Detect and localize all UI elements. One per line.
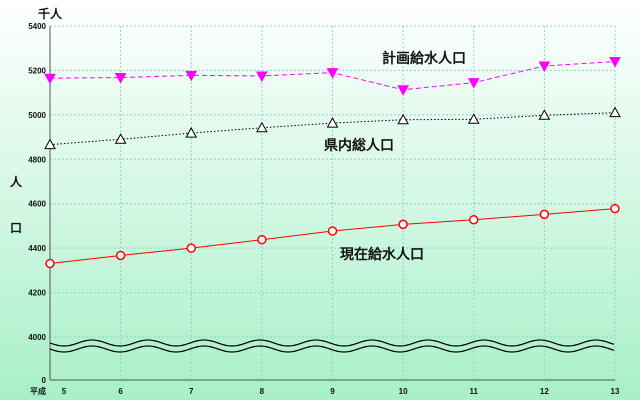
unit-label: 千人: [38, 6, 63, 21]
data-point-marker: [539, 209, 550, 220]
series-0: [44, 57, 621, 96]
series-1: [44, 106, 621, 150]
y-tick-label: 0: [42, 376, 47, 385]
data-point-marker: [397, 85, 409, 96]
series-layer: [44, 57, 621, 269]
data-point-marker: [609, 106, 621, 118]
data-point-marker: [114, 73, 127, 84]
data-point-marker: [114, 133, 127, 144]
data-point-marker: [115, 250, 126, 261]
axis-break: [49, 339, 615, 353]
tick-labels: 5400 5200 5000 4800 4600 4400 4200 4000 0 5 6 7 8 9 10…: [28, 22, 620, 396]
x-tick-label: 7: [189, 387, 194, 396]
y-tick-label: 4600: [28, 200, 46, 209]
data-point-marker: [256, 121, 268, 133]
series-label-planned: 計画給水人口: [382, 50, 466, 66]
y-tick-label: 4000: [28, 333, 46, 342]
data-point-marker: [397, 113, 409, 125]
data-point-marker: [327, 226, 338, 236]
x-tick-label: 12: [540, 387, 549, 396]
y-axis-label-char-1: 人: [10, 174, 23, 189]
data-point-marker: [257, 234, 267, 245]
axis-break-wave: [49, 339, 615, 347]
y-tick-label: 4800: [28, 155, 46, 164]
x-tick-label: 9: [330, 387, 335, 396]
data-point-marker: [538, 61, 551, 73]
axis-break-wave: [49, 345, 615, 353]
series-2: [45, 203, 620, 269]
x-tick-label: 10: [399, 387, 408, 396]
data-point-marker: [538, 109, 551, 120]
data-point-marker: [186, 243, 196, 253]
axes: [49, 26, 615, 381]
series-label-prefecture: 県内総人口: [324, 137, 394, 153]
data-point-marker: [326, 117, 339, 128]
data-point-marker: [467, 78, 480, 89]
x-tick-label: 8: [260, 387, 265, 396]
data-point-marker: [185, 127, 198, 138]
data-point-marker: [45, 258, 55, 269]
data-point-marker: [44, 73, 56, 85]
y-tick-label: 4200: [28, 289, 46, 298]
data-point-marker: [398, 219, 408, 230]
x-tick-label: 13: [611, 387, 620, 396]
x-tick-label: 5: [62, 387, 67, 396]
x-tick-label: 11: [470, 387, 479, 396]
data-point-marker: [44, 138, 56, 150]
data-point-marker: [467, 113, 480, 124]
x-axis-prefix: 平成: [30, 386, 46, 396]
y-tick-label: 4400: [28, 244, 46, 253]
series-label-current: 現在給水人口: [340, 246, 424, 262]
data-point-marker: [185, 70, 198, 82]
data-point-marker: [469, 214, 479, 225]
y-tick-label: 5200: [28, 66, 46, 75]
x-tick-label: 6: [118, 387, 123, 396]
data-point-marker: [326, 68, 339, 79]
data-point-marker: [256, 71, 268, 83]
y-tick-label: 5400: [28, 22, 46, 31]
y-axis-label-char-2: 口: [10, 221, 22, 235]
data-point-marker: [610, 203, 620, 214]
data-point-marker: [609, 57, 621, 68]
y-tick-label: 5000: [28, 111, 46, 120]
grid: [50, 25, 616, 380]
